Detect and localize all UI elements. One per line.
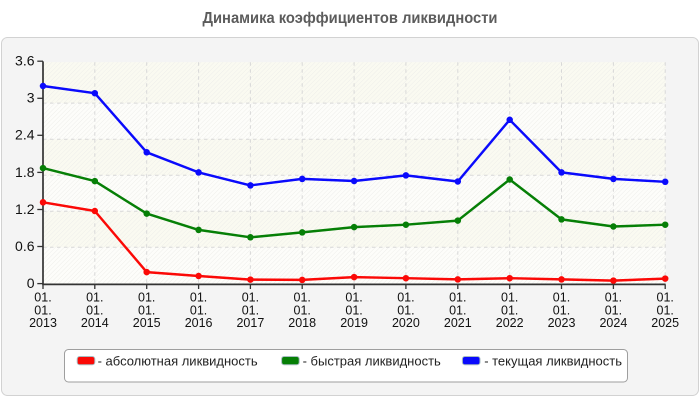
svg-text:2017: 2017 xyxy=(236,316,264,330)
svg-text:1.2: 1.2 xyxy=(15,201,35,217)
svg-text:01.: 01. xyxy=(34,303,51,317)
svg-text:2023: 2023 xyxy=(548,316,576,330)
svg-text:2018: 2018 xyxy=(288,316,316,330)
svg-text:01.: 01. xyxy=(553,303,570,317)
svg-text:0: 0 xyxy=(27,275,35,291)
svg-text:01.: 01. xyxy=(397,291,414,305)
svg-text:- текущая ликвидность: - текущая ликвидность xyxy=(484,353,622,368)
svg-text:2013: 2013 xyxy=(29,316,57,330)
svg-text:3.6: 3.6 xyxy=(15,53,35,69)
svg-text:2014: 2014 xyxy=(81,316,109,330)
svg-text:01.: 01. xyxy=(294,291,311,305)
svg-text:01.: 01. xyxy=(86,291,103,305)
svg-text:3: 3 xyxy=(27,90,35,106)
svg-text:01.: 01. xyxy=(242,303,259,317)
svg-text:2016: 2016 xyxy=(185,316,213,330)
svg-text:0.6: 0.6 xyxy=(15,238,35,254)
svg-text:2025: 2025 xyxy=(651,316,679,330)
svg-text:2024: 2024 xyxy=(599,316,627,330)
svg-text:01.: 01. xyxy=(138,303,155,317)
svg-text:01.: 01. xyxy=(34,291,51,305)
svg-text:01.: 01. xyxy=(397,303,414,317)
svg-text:1.8: 1.8 xyxy=(15,164,35,180)
svg-text:01.: 01. xyxy=(190,291,207,305)
svg-text:01.: 01. xyxy=(657,291,674,305)
svg-text:2015: 2015 xyxy=(133,316,161,330)
svg-text:01.: 01. xyxy=(449,291,466,305)
svg-text:- быстрая ликвидность: - быстрая ликвидность xyxy=(303,353,441,368)
svg-text:2.4: 2.4 xyxy=(15,127,35,143)
svg-text:Динамика коэффициентов ликвидн: Динамика коэффициентов ликвидности xyxy=(203,10,498,27)
svg-text:01.: 01. xyxy=(605,303,622,317)
svg-text:01.: 01. xyxy=(86,303,103,317)
svg-text:2022: 2022 xyxy=(496,316,524,330)
svg-text:01.: 01. xyxy=(138,291,155,305)
svg-text:2020: 2020 xyxy=(392,316,420,330)
svg-text:2021: 2021 xyxy=(444,316,472,330)
svg-text:01.: 01. xyxy=(501,291,518,305)
svg-text:01.: 01. xyxy=(449,303,466,317)
svg-text:01.: 01. xyxy=(294,303,311,317)
svg-text:01.: 01. xyxy=(657,303,674,317)
svg-text:01.: 01. xyxy=(553,291,570,305)
svg-text:01.: 01. xyxy=(345,303,362,317)
svg-text:01.: 01. xyxy=(242,291,259,305)
svg-text:01.: 01. xyxy=(345,291,362,305)
svg-text:- абсолютная ликвидность: - абсолютная ликвидность xyxy=(98,353,258,368)
svg-text:01.: 01. xyxy=(501,303,518,317)
svg-text:01.: 01. xyxy=(605,291,622,305)
svg-text:01.: 01. xyxy=(190,303,207,317)
svg-text:2019: 2019 xyxy=(340,316,368,330)
